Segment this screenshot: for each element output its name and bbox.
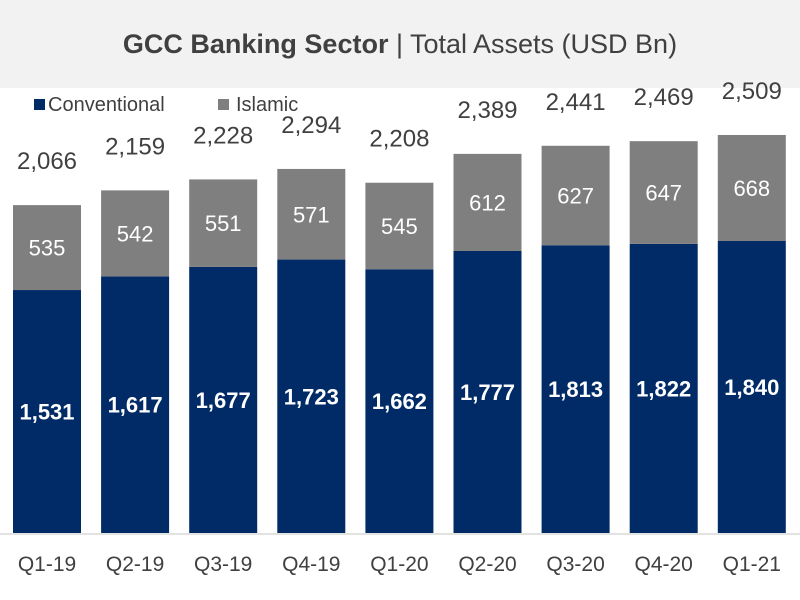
data-label-conventional: 1,813 [548, 377, 603, 402]
data-label-islamic: 647 [645, 181, 682, 206]
x-axis-tick-label: Q4-19 [282, 553, 340, 576]
legend-label-conventional: Conventional [48, 94, 165, 116]
data-label-total: 2,228 [193, 122, 253, 149]
x-axis-tick-label: Q4-20 [635, 553, 693, 576]
data-label-conventional: 1,617 [108, 393, 163, 418]
bar-islamic-q2-20 [453, 153, 522, 251]
bar-conventional-q3-19 [189, 266, 258, 533]
bar-islamic-q4-19 [277, 168, 346, 260]
legend-label-islamic: Islamic [236, 94, 298, 116]
data-label-conventional: 1,822 [636, 376, 691, 401]
bar-islamic-q1-19 [13, 205, 81, 291]
chart-title: GCC Banking Sector | Total Assets (USD B… [0, 29, 800, 60]
bar-islamic-q1-21 [717, 134, 786, 241]
data-label-islamic: 668 [733, 176, 770, 201]
bar-conventional-q1-21 [717, 240, 786, 533]
data-label-total: 2,208 [369, 126, 429, 153]
bar-islamic-q3-19 [189, 179, 258, 267]
x-axis-tick-label: Q2-19 [106, 553, 164, 576]
bar-conventional-q3-20 [541, 245, 610, 533]
data-label-conventional: 1,677 [196, 388, 251, 413]
bar-islamic-q3-20 [541, 145, 610, 246]
data-label-islamic: 551 [205, 211, 242, 236]
bar-conventional-q2-20 [453, 250, 522, 533]
data-label-total: 2,066 [17, 148, 77, 175]
data-label-islamic: 571 [293, 202, 330, 227]
bar-conventional-q1-20 [365, 269, 434, 533]
x-axis-tick-label: Q1-21 [723, 553, 781, 576]
data-label-total: 2,294 [281, 112, 341, 139]
x-axis-tick-label: Q3-19 [194, 553, 252, 576]
bar-conventional-q2-19 [101, 276, 170, 533]
data-label-total: 2,159 [105, 133, 165, 160]
data-label-conventional: 1,662 [372, 389, 427, 414]
data-label-total: 2,469 [634, 84, 694, 111]
data-label-islamic: 545 [381, 214, 418, 239]
data-label-conventional: 1,840 [724, 375, 779, 400]
data-label-islamic: 542 [117, 221, 154, 246]
bar-islamic-q2-19 [101, 190, 170, 277]
data-label-total: 2,509 [722, 78, 782, 105]
data-label-conventional: 1,723 [284, 384, 339, 409]
x-axis-tick-label: Q2-20 [458, 553, 516, 576]
chart-title-subtitle: | Total Assets (USD Bn) [388, 29, 678, 59]
legend-swatch-conventional [34, 99, 45, 110]
bar-conventional-q1-19 [13, 290, 81, 533]
data-label-conventional: 1,531 [19, 400, 74, 425]
x-axis-tick-label: Q1-20 [370, 553, 428, 576]
data-label-islamic: 612 [469, 190, 506, 215]
x-axis-tick-label: Q1-19 [18, 553, 76, 576]
title-band [0, 0, 800, 88]
bar-islamic-q4-20 [629, 141, 698, 244]
data-label-islamic: 535 [29, 236, 66, 261]
data-label-total: 2,441 [546, 89, 606, 116]
chart-title-main: GCC Banking Sector [122, 29, 389, 59]
data-label-conventional: 1,777 [460, 380, 515, 405]
bar-conventional-q4-19 [277, 259, 346, 533]
data-label-islamic: 627 [557, 184, 594, 209]
x-axis-tick-label: Q3-20 [546, 553, 604, 576]
bar-islamic-q1-20 [365, 182, 434, 270]
legend-swatch-islamic [218, 99, 229, 110]
data-label-total: 2,389 [457, 97, 517, 124]
bar-conventional-q4-20 [629, 243, 698, 533]
